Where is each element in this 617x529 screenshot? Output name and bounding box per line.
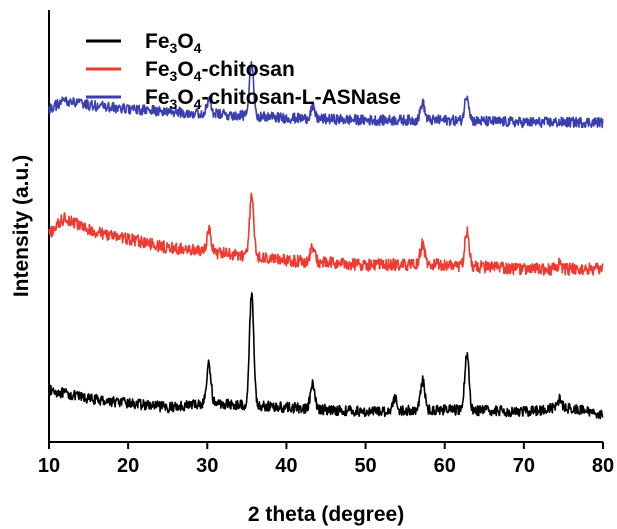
x-tick-label: 60 <box>434 455 456 477</box>
x-ticks: 10 20 30 40 50 60 70 80 <box>38 442 614 477</box>
legend-label-3: Fe3O4-chitosan-L-ASNase <box>145 86 401 112</box>
series-line-2 <box>48 192 604 277</box>
y-axis-title: Intensity (a.u.) <box>10 155 33 297</box>
series-line-3 <box>48 60 604 129</box>
legend: Fe3O4Fe3O4-chitosanFe3O4-chitosan-L-ASNa… <box>86 30 401 112</box>
x-tick-label: 70 <box>513 455 535 477</box>
x-axis-title: 2 theta (degree) <box>248 503 404 526</box>
x-tick-label: 40 <box>275 455 297 477</box>
x-tick-label: 80 <box>592 455 614 477</box>
x-tick-label: 20 <box>117 455 139 477</box>
x-tick-label: 30 <box>196 455 218 477</box>
x-tick-label: 10 <box>38 455 60 477</box>
legend-label-1: Fe3O4 <box>145 30 202 56</box>
series-layer <box>48 60 604 420</box>
x-tick-label: 50 <box>354 455 376 477</box>
plot-area: 10 20 30 40 50 60 70 80 <box>38 10 614 477</box>
legend-label-2: Fe3O4-chitosan <box>145 58 295 84</box>
series-line-1 <box>48 292 604 420</box>
